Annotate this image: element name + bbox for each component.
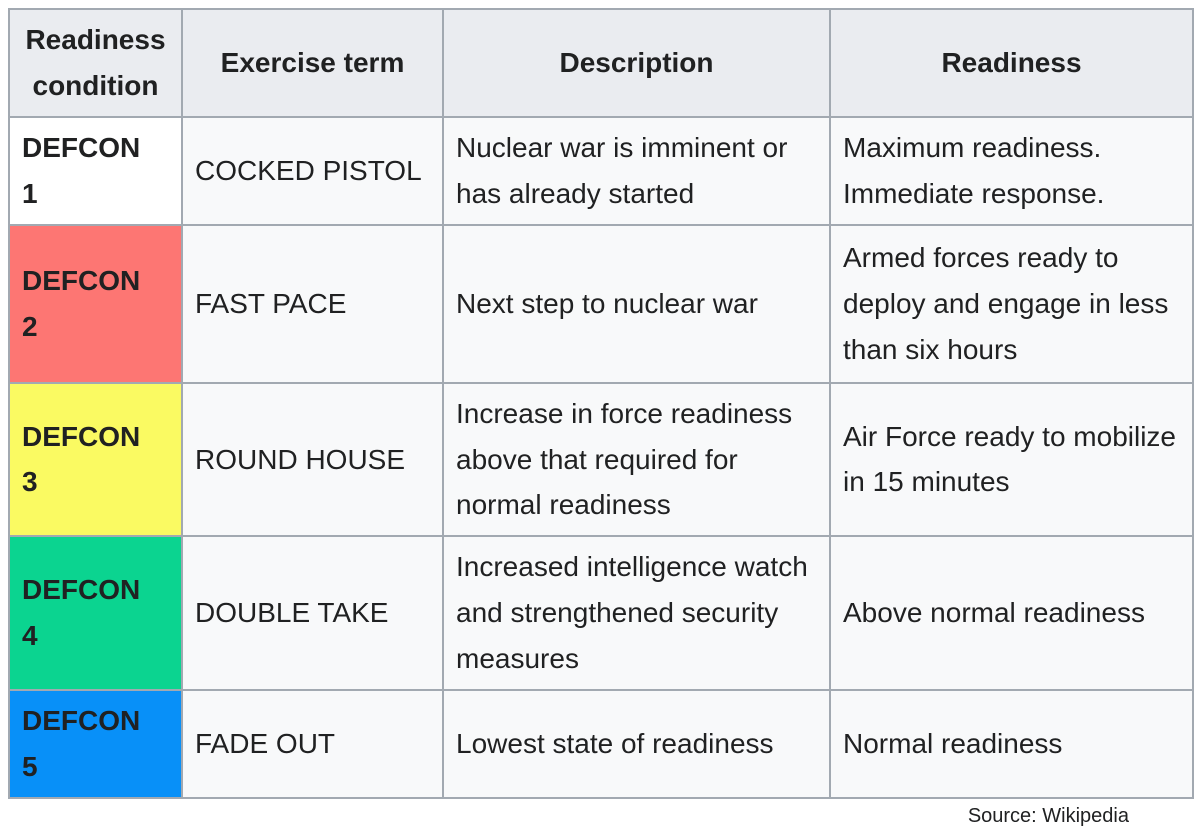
description-cell: Increase in force readiness above that r… [442,381,831,538]
condition-cell-defcon-4: DEFCON 4 [8,535,183,692]
header-exercise-term: Exercise term [181,8,444,118]
exercise-term-cell: FADE OUT [181,689,444,800]
table-row-defcon-5: DEFCON 5 FADE OUT Lowest state of readin… [8,689,1194,800]
condition-cell-defcon-1: DEFCON 1 [8,115,183,226]
header-readiness-condition: Readiness condition [8,8,183,118]
condition-label: DEFCON 2 [22,264,141,342]
description-cell: Increased intelligence watch and strengt… [442,535,831,692]
description-cell: Lowest state of readiness [442,689,831,800]
description-cell: Nuclear war is imminent or has already s… [442,115,831,226]
readiness-cell: Normal readiness [829,689,1194,800]
condition-cell-defcon-3: DEFCON 3 [8,381,183,538]
readiness-cell: Air Force ready to mobilize in 15 minute… [829,381,1194,538]
readiness-cell: Above normal readiness [829,535,1194,692]
header-description: Description [442,8,831,118]
exercise-term-cell: COCKED PISTOL [181,115,444,226]
readiness-cell: Maximum readiness. Immediate response. [829,115,1194,226]
condition-label: DEFCON 3 [22,420,141,498]
exercise-term-cell: ROUND HOUSE [181,381,444,538]
description-cell: Next step to nuclear war [442,223,831,384]
source-note: Source: Wikipedia [967,805,1129,828]
readiness-cell: Armed forces ready to deploy and engage … [829,223,1194,384]
table-row-defcon-3: DEFCON 3 ROUND HOUSE Increase in force r… [8,381,1194,538]
exercise-term-cell: FAST PACE [181,223,444,384]
header-row: Readiness condition Exercise term Descri… [8,8,1194,118]
condition-cell-defcon-2: DEFCON 2 [8,223,183,384]
condition-label: DEFCON 5 [22,705,141,783]
condition-label: DEFCON 4 [22,574,141,652]
exercise-term-cell: DOUBLE TAKE [181,535,444,692]
table-row-defcon-4: DEFCON 4 DOUBLE TAKE Increased intellige… [8,535,1194,692]
condition-cell-defcon-5: DEFCON 5 [8,689,183,800]
table-row-defcon-1: DEFCON 1 COCKED PISTOL Nuclear war is im… [8,115,1194,226]
defcon-readiness-table: Readiness condition Exercise term Descri… [8,8,1194,800]
table-row-defcon-2: DEFCON 2 FAST PACE Next step to nuclear … [8,223,1194,384]
header-readiness: Readiness [829,8,1194,118]
condition-label: DEFCON 1 [22,131,141,209]
